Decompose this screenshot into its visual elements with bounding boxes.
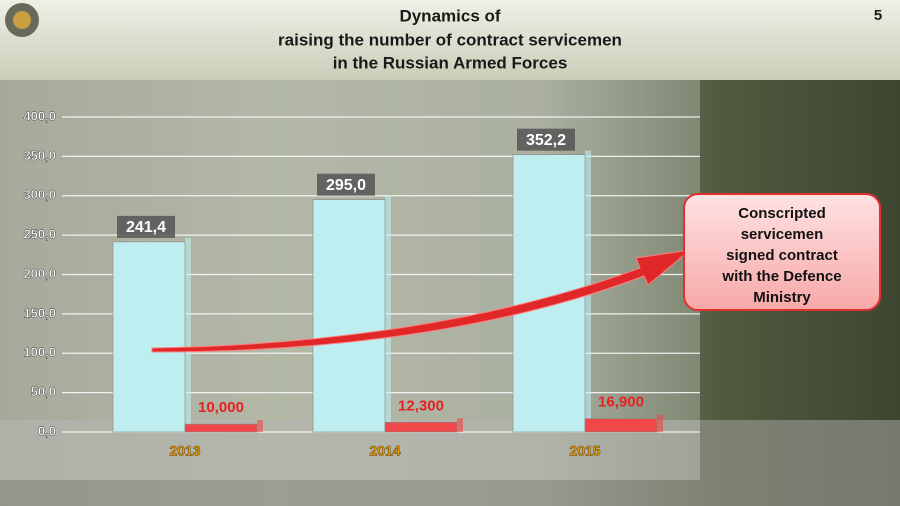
callout-text: signed contract <box>726 247 838 264</box>
callout-text: Ministry <box>753 289 811 306</box>
value-label: 16,900 <box>598 394 644 411</box>
y-tick-label: 350,0 <box>23 148 56 163</box>
y-tick-label: 100,0 <box>23 345 56 360</box>
emblem-center <box>13 11 31 29</box>
value-label-box <box>117 215 175 238</box>
page-number: 5 <box>874 7 882 24</box>
callout-text: Conscripted <box>738 205 826 222</box>
bar <box>384 422 458 433</box>
bar <box>584 418 658 433</box>
callout-text: with the Defence <box>721 268 841 285</box>
value-label: 12,300 <box>398 397 444 414</box>
y-tick-label: 0,0 <box>38 423 56 438</box>
bar-side <box>657 414 663 432</box>
value-label-box <box>317 173 375 196</box>
ground <box>0 420 900 506</box>
y-tick-label: 400,0 <box>23 108 56 123</box>
value-label: 241,4 <box>126 219 166 236</box>
value-label: 352,2 <box>526 132 566 149</box>
y-tick-label: 50,0 <box>31 384 56 399</box>
callout-text: servicemen <box>741 226 824 243</box>
value-label: 295,0 <box>326 177 366 194</box>
y-tick-label: 300,0 <box>23 187 56 202</box>
x-tick-label: 2014 <box>369 443 400 459</box>
bar <box>312 199 386 433</box>
bar-side <box>257 420 263 432</box>
bar <box>112 241 186 433</box>
x-tick-label: 2013 <box>169 443 200 459</box>
y-tick-label: 150,0 <box>23 305 56 320</box>
bar-side <box>457 418 463 432</box>
bar-side <box>185 237 191 432</box>
title-line: in the Russian Armed Forces <box>333 53 568 72</box>
y-tick-label: 250,0 <box>23 227 56 242</box>
title-line: raising the number of contract serviceme… <box>278 30 622 49</box>
callout: Conscripted servicemen signed contract with… <box>721 205 841 306</box>
value-label-box <box>517 128 575 151</box>
bar <box>184 423 258 433</box>
x-tick-label: 2015 <box>569 443 600 459</box>
title-line: Dynamics of <box>399 6 500 25</box>
header-band <box>0 0 900 80</box>
value-label: 10,000 <box>198 399 244 416</box>
y-tick-label: 200,0 <box>23 266 56 281</box>
callout-box <box>683 193 881 311</box>
bar-side <box>385 195 391 432</box>
arrow <box>151 249 692 353</box>
